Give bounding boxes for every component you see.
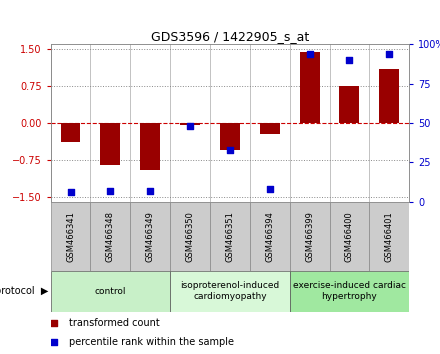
Text: GSM466394: GSM466394 [265,211,274,262]
Text: exercise-induced cardiac
hypertrophy: exercise-induced cardiac hypertrophy [293,281,406,301]
Bar [130,202,170,271]
Text: isoproterenol-induced
cardiomyopathy: isoproterenol-induced cardiomyopathy [180,281,279,301]
Point [67,190,74,195]
Point [147,188,154,194]
Point [187,123,194,129]
Bar [290,202,330,271]
Text: GSM466399: GSM466399 [305,211,314,262]
Text: GSM466351: GSM466351 [225,211,235,262]
Bar [290,271,409,312]
Text: transformed count: transformed count [69,318,159,328]
Bar [210,202,250,271]
Bar [180,123,200,125]
Bar [100,123,120,165]
Bar [340,86,359,123]
Text: GSM466401: GSM466401 [385,211,394,262]
Bar [170,271,290,312]
Bar [91,202,130,271]
Bar [250,202,290,271]
Text: GSM466348: GSM466348 [106,211,115,262]
Bar [61,123,81,142]
Text: GSM466350: GSM466350 [186,211,194,262]
Text: GSM466400: GSM466400 [345,211,354,262]
Text: percentile rank within the sample: percentile rank within the sample [69,337,234,347]
Point [107,188,114,194]
Point [51,339,58,345]
Bar [300,52,319,123]
Bar [170,202,210,271]
Text: GSM466349: GSM466349 [146,211,155,262]
Point [346,57,353,62]
Text: control: control [95,287,126,296]
Bar [51,271,170,312]
Bar [379,69,399,123]
Text: protocol  ▶: protocol ▶ [0,286,48,296]
Bar [330,202,369,271]
Point [386,51,393,56]
Point [266,187,273,192]
Bar [51,202,91,271]
Bar [220,123,240,150]
Text: GSM466341: GSM466341 [66,211,75,262]
Bar [260,123,280,134]
Bar [369,202,409,271]
Point [51,320,58,326]
Bar [140,123,160,170]
Point [306,51,313,56]
Title: GDS3596 / 1422905_s_at: GDS3596 / 1422905_s_at [151,30,309,43]
Point [227,147,234,153]
